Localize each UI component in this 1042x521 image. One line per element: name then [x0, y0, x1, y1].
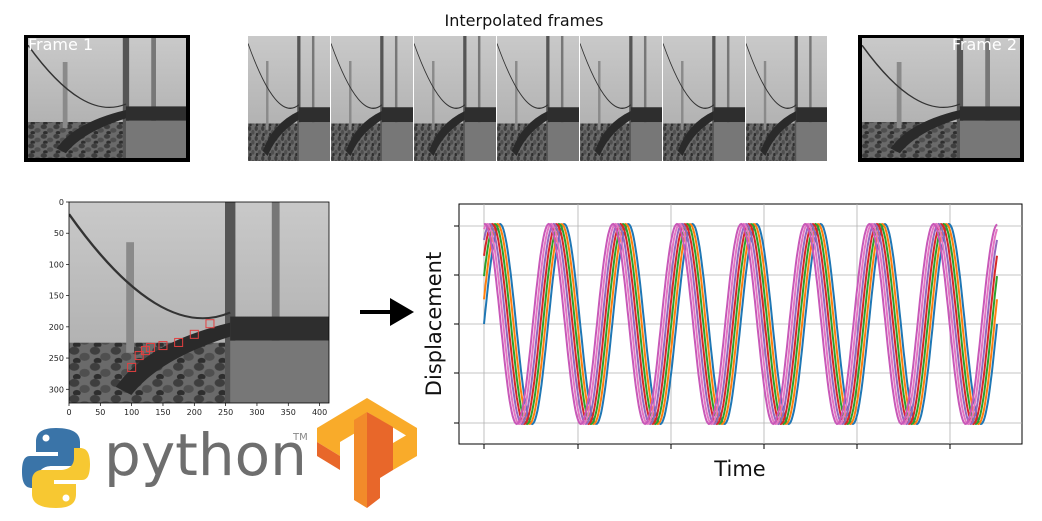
x-tick-label: 400 — [312, 408, 327, 417]
frame-1-image — [24, 35, 190, 162]
x-tick-label: 200 — [187, 408, 202, 417]
y-tick-label: 50 — [54, 229, 64, 238]
x-tick-label: 150 — [155, 408, 170, 417]
tracking-x-ticks: 0 50 100 150 200 250 300 350 400 — [66, 403, 327, 417]
interpolated-frame — [497, 36, 579, 161]
tracking-marker — [174, 337, 184, 347]
x-tick-label: 300 — [249, 408, 264, 417]
tracking-marker — [127, 362, 137, 372]
tracking-marker — [134, 351, 144, 361]
y-tick-label: 250 — [49, 354, 64, 363]
interpolated-frame — [663, 36, 745, 161]
interpolated-frame — [580, 36, 662, 161]
x-tick-label: 250 — [218, 408, 233, 417]
y-tick-label: 0 — [59, 198, 64, 207]
y-axis-label: Displacement — [422, 252, 446, 396]
interpolated-frame — [248, 36, 330, 161]
series-line-6 — [483, 222, 998, 426]
interpolated-frame — [331, 36, 413, 161]
interpolated-frame — [746, 36, 827, 161]
interpolated-frames-strip — [248, 36, 827, 161]
x-axis-label: Time — [713, 457, 765, 481]
x-tick-label: 50 — [95, 408, 105, 417]
interpolated-frame — [414, 36, 496, 161]
x-tick-label: 350 — [281, 408, 296, 417]
chart-ticks — [454, 225, 951, 449]
arrow-icon — [360, 298, 414, 326]
displacement-chart: Time Displacement — [422, 203, 1023, 481]
series-line-5 — [483, 222, 998, 426]
tracking-photo — [69, 202, 329, 403]
series-line-4 — [483, 222, 998, 426]
tracking-marker — [205, 319, 215, 329]
y-tick-label: 150 — [49, 292, 64, 301]
tracking-marker — [158, 341, 168, 351]
x-tick-label: 100 — [124, 408, 139, 417]
interpolated-frames-title: Interpolated frames — [445, 11, 604, 30]
series-line-7 — [483, 222, 998, 426]
tracking-y-ticks: 0 50 100 150 200 250 300 — [49, 198, 69, 394]
tensorflow-logo-icon — [317, 398, 417, 508]
tracking-marker — [145, 342, 155, 352]
x-tick-label: 0 — [66, 408, 71, 417]
tracking-image-plot: 0 50 100 150 200 250 300 350 400 0 50 100 150 200 250… — [49, 198, 330, 417]
chart-series — [483, 222, 998, 426]
frame-2-image — [858, 35, 1024, 162]
python-trademark: TM — [292, 432, 308, 443]
y-tick-label: 100 — [49, 260, 64, 269]
tracking-marker — [140, 346, 150, 356]
python-logo: python TM — [22, 421, 308, 508]
frame-2-label: Frame 2 — [952, 35, 1017, 54]
python-wordmark: python — [104, 421, 307, 489]
tracking-marker — [189, 329, 199, 339]
y-tick-label: 200 — [49, 323, 64, 332]
tracking-markers — [127, 319, 215, 372]
python-snake-icon — [22, 428, 90, 508]
y-tick-label: 300 — [49, 385, 64, 394]
series-line-3 — [483, 222, 998, 426]
frame-1-label: Frame 1 — [28, 35, 93, 54]
